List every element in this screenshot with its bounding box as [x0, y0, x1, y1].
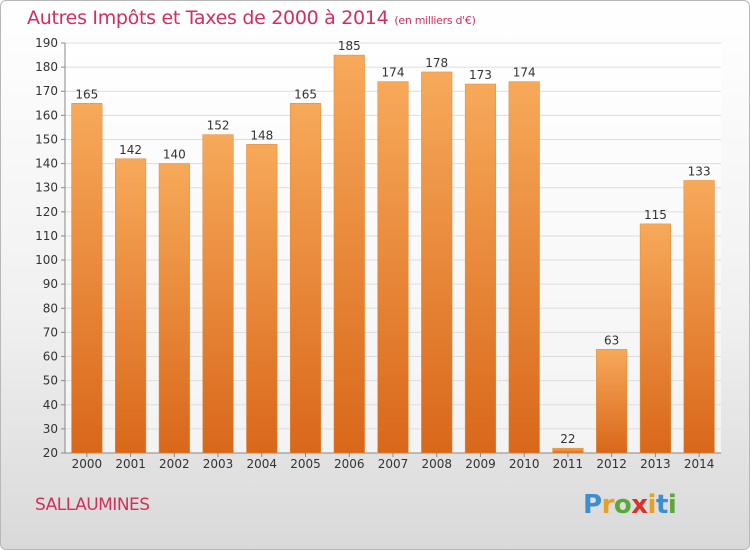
- bar-value-label: 133: [688, 164, 711, 178]
- x-tick-label: 2002: [159, 457, 190, 471]
- y-tick-label: 150: [35, 132, 58, 146]
- plot-area: 20 30 40 50 60 70 80 90 100 110 120 130 140 150 160 170…: [35, 36, 721, 471]
- x-tick-label: 2014: [684, 457, 715, 471]
- chart-title: Autres Impôts et Taxes de 2000 à 2014 (en…: [27, 7, 476, 29]
- bar: [289, 103, 322, 454]
- logo-letter: x: [631, 490, 648, 520]
- bar-value-label: 185: [338, 39, 361, 53]
- bar: [552, 447, 584, 454]
- y-tick-label: 160: [35, 108, 58, 122]
- x-tick-label: 2001: [115, 457, 146, 471]
- bar: [333, 54, 365, 454]
- x-tick-label: 2011: [553, 457, 584, 471]
- bar: [508, 81, 540, 454]
- x-tick-label: 2009: [465, 457, 496, 471]
- x-tick-label: 2010: [509, 457, 540, 471]
- bar: [71, 103, 103, 454]
- bar-value-label: 165: [294, 87, 317, 101]
- x-tick-label: 2006: [334, 457, 365, 471]
- x-tick-label: 2005: [290, 457, 321, 471]
- logo-letter: P: [583, 490, 602, 520]
- logo-letter: t: [655, 490, 668, 520]
- bar-value-label: 173: [469, 68, 492, 82]
- bar-value-label: 165: [75, 87, 98, 101]
- bar: [596, 349, 628, 454]
- y-tick-label: 110: [35, 229, 58, 243]
- y-tick-label: 180: [35, 60, 58, 74]
- x-tick-label: 2013: [640, 457, 671, 471]
- bar: [377, 81, 409, 454]
- bar-value-label: 148: [250, 128, 273, 142]
- bar-value-label: 178: [425, 56, 448, 70]
- y-tick-label: 170: [35, 84, 58, 98]
- y-tick-label: 50: [43, 374, 58, 388]
- logo-letter: o: [613, 490, 632, 520]
- bar: [421, 71, 453, 454]
- x-tick-label: 2008: [421, 457, 452, 471]
- bar: [246, 144, 278, 454]
- bar-value-label: 140: [163, 148, 186, 162]
- x-tick-label: 2012: [596, 457, 627, 471]
- y-tick-label: 190: [35, 36, 58, 50]
- bar: [683, 180, 715, 454]
- logo-letter: r: [601, 490, 615, 520]
- chart-unit: (en milliers d'€): [394, 14, 476, 27]
- bar-value-label: 152: [207, 119, 230, 133]
- x-tick-label: 2004: [247, 457, 278, 471]
- logo-letter: i: [647, 490, 657, 520]
- x-tick-label: 2000: [72, 457, 103, 471]
- y-tick-label: 130: [35, 181, 58, 195]
- bar: [115, 158, 147, 454]
- y-tick-label: 30: [43, 422, 58, 436]
- city-name: SALLAUMINES: [35, 495, 150, 515]
- y-tick-label: 90: [43, 277, 58, 291]
- y-tick-label: 40: [43, 398, 58, 412]
- bar-value-label: 174: [513, 66, 536, 80]
- y-tick-label: 120: [35, 205, 58, 219]
- y-tick-label: 140: [35, 157, 58, 171]
- x-tick-label: 2007: [378, 457, 409, 471]
- bar-value-label: 22: [560, 432, 575, 446]
- logo-letter: i: [667, 490, 677, 520]
- y-tick-label: 100: [35, 253, 58, 267]
- chart-title-text: Autres Impôts et Taxes de 2000 à 2014: [27, 7, 389, 29]
- bar: [202, 134, 234, 454]
- bar-value-label: 115: [644, 208, 667, 222]
- bar-value-label: 142: [119, 143, 142, 157]
- y-tick-label: 80: [43, 301, 58, 315]
- y-tick-label: 60: [43, 350, 58, 364]
- bar: [464, 83, 497, 454]
- bar: [639, 223, 671, 454]
- y-tick-label: 70: [43, 325, 58, 339]
- bar: [158, 163, 190, 454]
- bar-value-label: 174: [382, 66, 405, 80]
- x-tick-label: 2003: [203, 457, 234, 471]
- y-tick-label: 20: [43, 446, 58, 460]
- proxiti-logo: Proxiti: [583, 490, 677, 520]
- bar-value-label: 63: [604, 333, 619, 347]
